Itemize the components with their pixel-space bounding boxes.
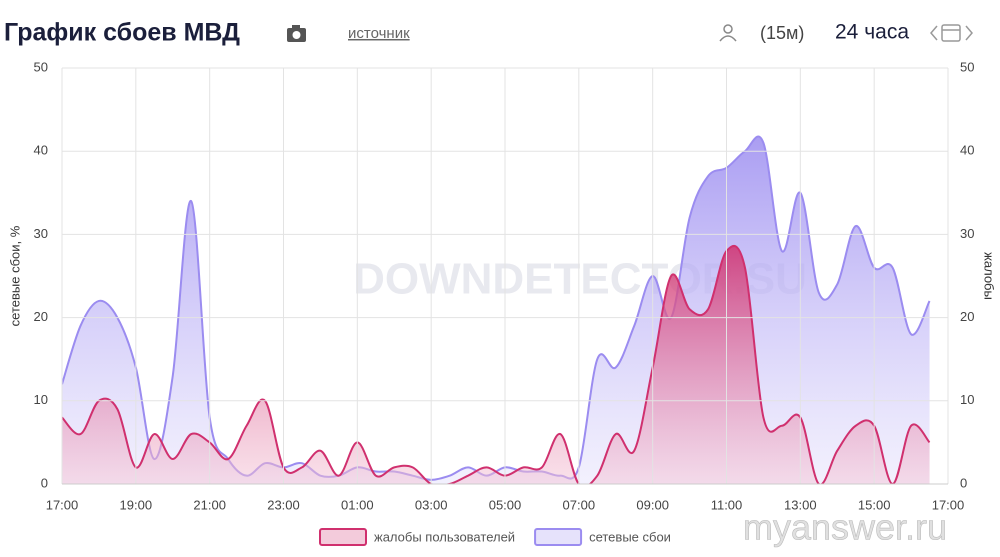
watermark: myanswer.ru <box>743 507 947 548</box>
calendar-icon[interactable] <box>930 24 973 42</box>
x-tick-label: 07:00 <box>563 497 596 512</box>
y2-tick-label: 30 <box>960 226 974 241</box>
x-tick-label: 05:00 <box>489 497 522 512</box>
camera-icon[interactable] <box>287 25 306 42</box>
x-tick-label: 15:00 <box>858 497 891 512</box>
y2-axis-label: жалобы <box>982 252 997 300</box>
chart-title: График сбоев МВД <box>4 19 240 47</box>
legend-label: жалобы пользователей <box>374 529 515 544</box>
x-tick-label: 23:00 <box>267 497 300 512</box>
y2-tick-label: 0 <box>960 475 967 490</box>
plot-area <box>62 135 931 484</box>
y2-tick-label: 20 <box>960 309 974 324</box>
x-tick-label: 13:00 <box>784 497 817 512</box>
legend-swatch <box>534 528 583 546</box>
y-tick-label: 30 <box>34 226 48 241</box>
area-fill <box>62 245 930 484</box>
y-tick-label: 50 <box>34 59 48 74</box>
y2-tick-label: 40 <box>960 143 974 158</box>
interval[interactable]: (15м) <box>760 23 804 43</box>
y-tick-label: 20 <box>34 309 48 324</box>
y2-tick-label: 50 <box>960 59 974 74</box>
y-tick-label: 10 <box>34 392 48 407</box>
y-tick-label: 0 <box>41 475 48 490</box>
x-tick-label: 17:00 <box>932 497 965 512</box>
x-tick-label: 09:00 <box>636 497 669 512</box>
x-tick-label: 01:00 <box>341 497 374 512</box>
period[interactable]: 24 часа <box>835 21 909 44</box>
y-tick-label: 40 <box>34 143 48 158</box>
x-tick-label: 21:00 <box>193 497 226 512</box>
user-icon[interactable] <box>719 24 737 42</box>
x-tick-label: 03:00 <box>415 497 448 512</box>
legend-swatch <box>319 528 367 546</box>
x-tick-label: 19:00 <box>120 497 153 512</box>
y2-tick-label: 10 <box>960 392 974 407</box>
legend-label: сетевые сбои <box>589 529 671 544</box>
source-link[interactable]: источник <box>348 25 410 42</box>
y-axis-label: сетевые сбои, % <box>7 225 22 326</box>
x-tick-label: 11:00 <box>711 497 743 512</box>
x-tick-label: 17:00 <box>46 497 79 512</box>
